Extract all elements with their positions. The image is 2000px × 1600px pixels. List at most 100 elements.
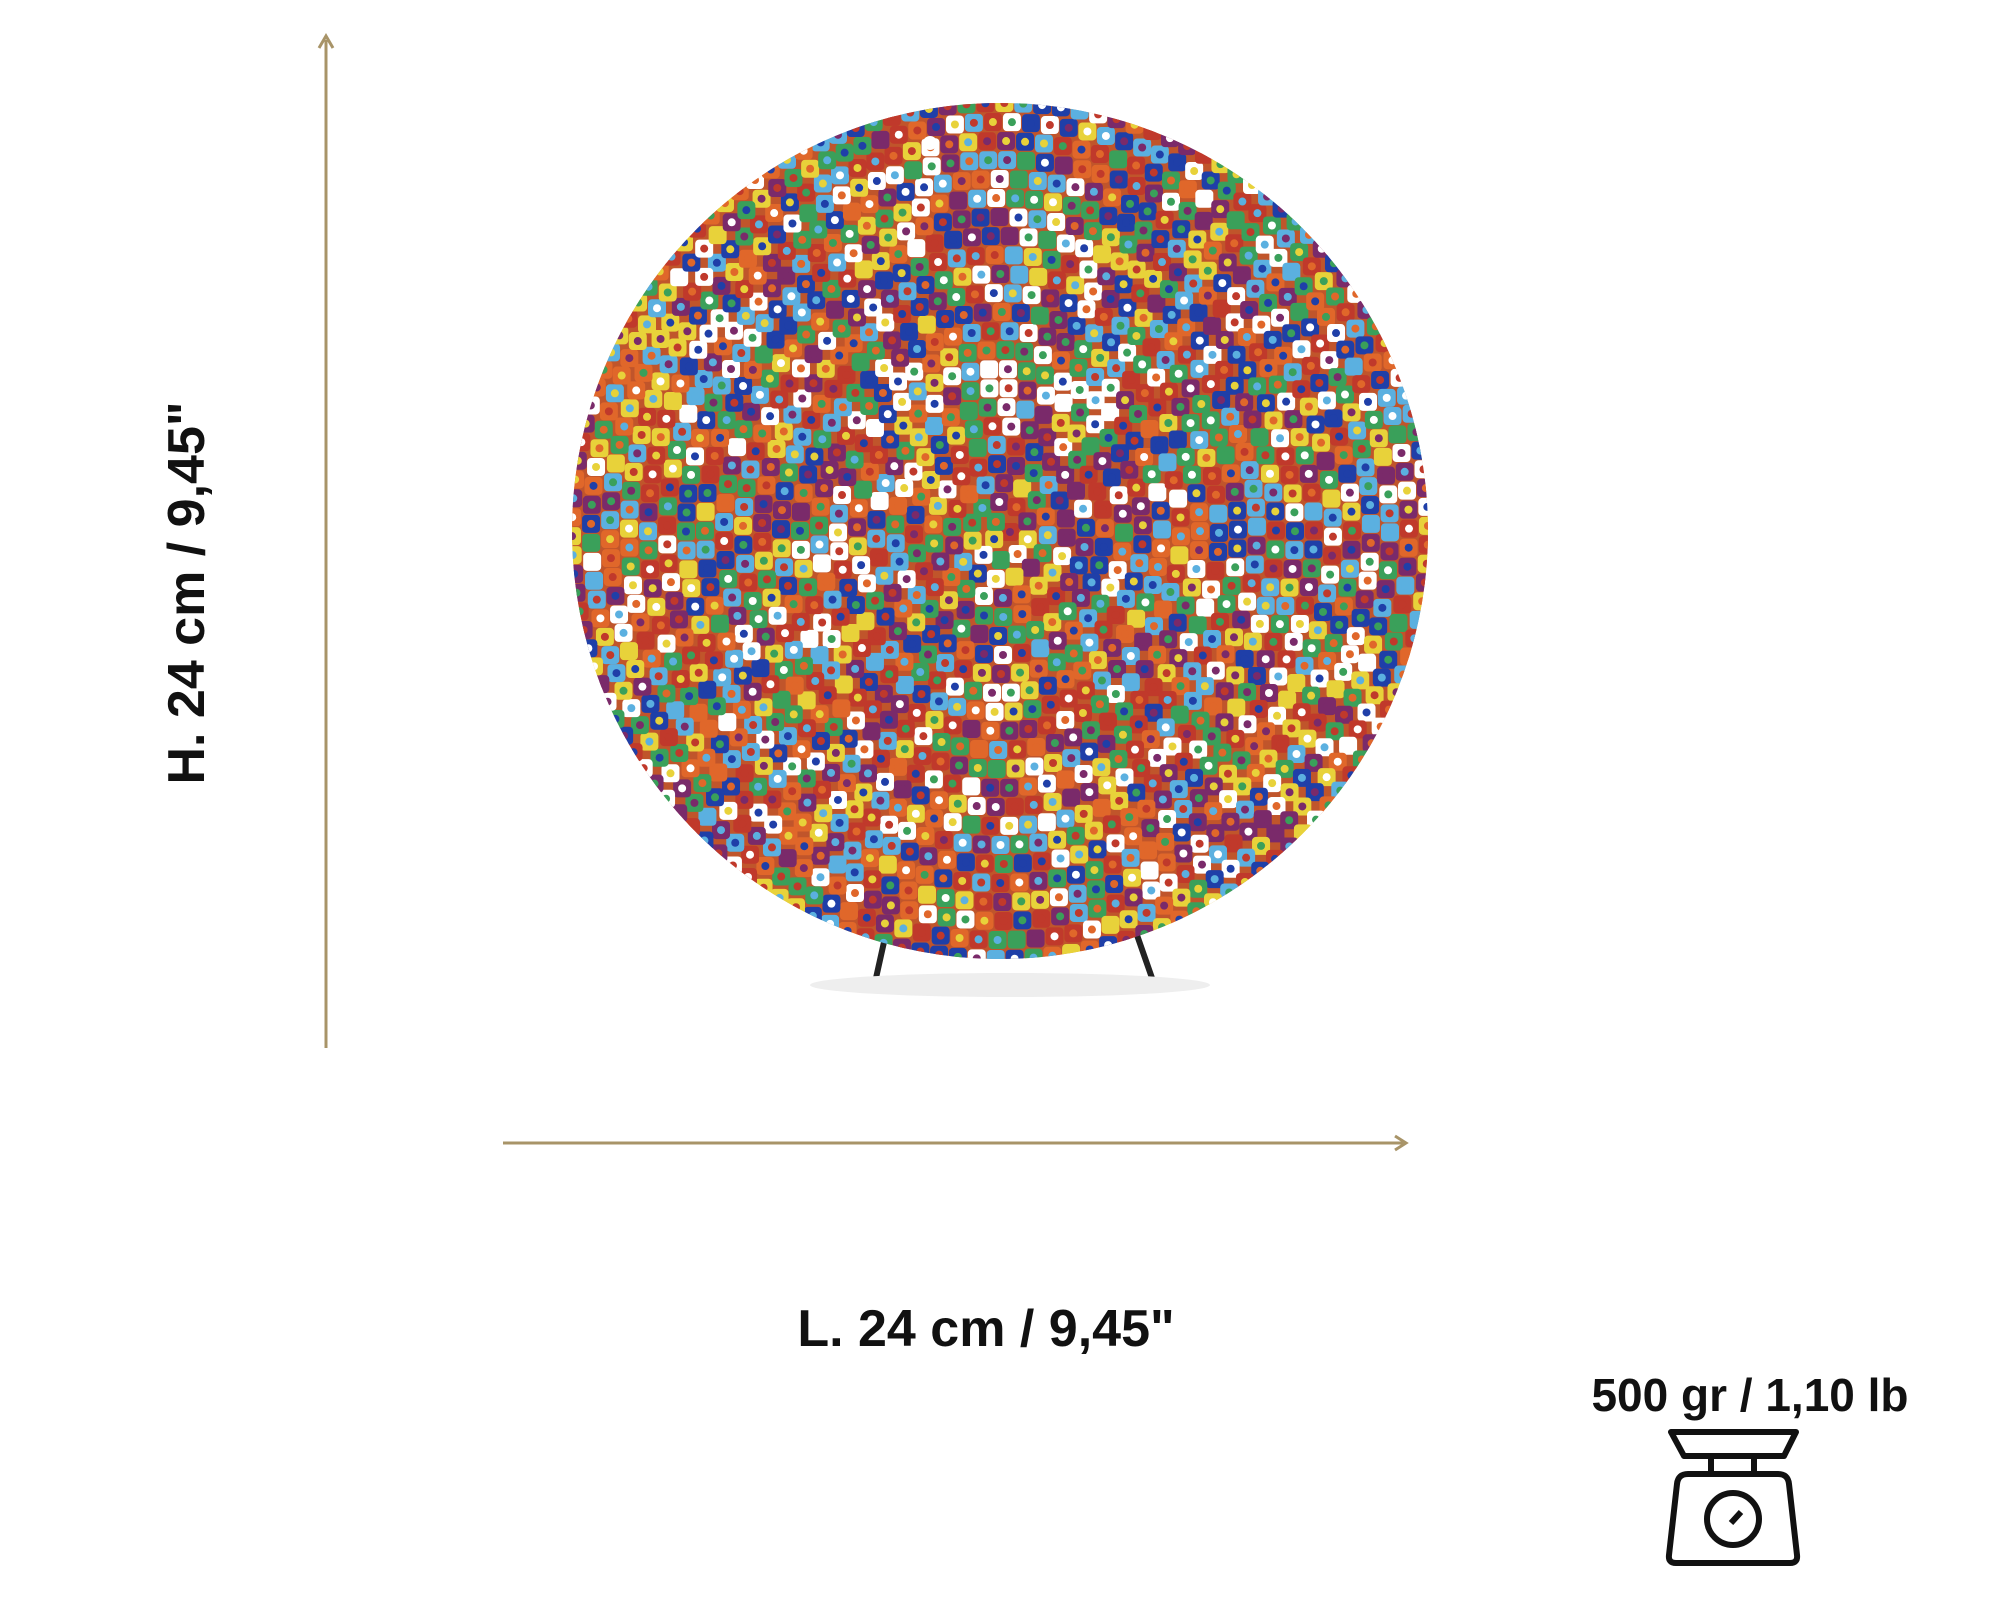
mosaic-flower — [837, 324, 846, 333]
mosaic-flower — [1041, 512, 1050, 521]
mosaic-flower — [1033, 215, 1042, 224]
mosaic-flower — [1335, 620, 1344, 629]
mosaic-flower — [1404, 524, 1413, 533]
mosaic-flower — [592, 462, 601, 471]
mosaic-flower — [1288, 489, 1297, 498]
mosaic-flower — [797, 308, 806, 317]
mosaic-flower — [1258, 264, 1267, 273]
mosaic-flower — [1357, 380, 1366, 389]
mosaic-flower — [1168, 742, 1177, 751]
mosaic-flower — [636, 618, 645, 627]
mosaic-flower — [1269, 637, 1278, 646]
mosaic-flower — [1194, 884, 1203, 893]
mosaic-flower — [983, 403, 992, 412]
mosaic-flower — [1110, 880, 1119, 889]
mosaic-flower — [1229, 839, 1238, 848]
mosaic-flower — [1152, 299, 1161, 308]
mosaic-flower — [1119, 280, 1128, 289]
mosaic-flower — [1071, 831, 1080, 840]
mosaic-flower — [912, 549, 921, 558]
mosaic-flower — [1233, 506, 1242, 515]
mosaic-flower — [948, 392, 957, 401]
mosaic-flower — [1118, 547, 1127, 556]
mosaic-flower — [693, 224, 702, 233]
mosaic-flower — [655, 267, 664, 276]
mosaic-flower — [796, 526, 805, 535]
mosaic-flower — [1261, 655, 1270, 664]
mosaic-flower — [1341, 274, 1350, 283]
mosaic-flower — [972, 802, 981, 811]
mosaic-tile — [1394, 665, 1413, 684]
mosaic-flower — [1030, 195, 1039, 204]
mosaic-flower — [815, 521, 824, 530]
mosaic-flower — [1054, 315, 1063, 324]
mosaic-flower — [1227, 581, 1236, 590]
mosaic-flower — [1328, 513, 1337, 522]
mosaic-flower — [620, 731, 629, 740]
mosaic-flower — [639, 368, 648, 377]
mosaic-flower — [1394, 619, 1403, 628]
mosaic-flower — [894, 762, 903, 771]
mosaic-flower — [606, 535, 615, 544]
mosaic-flower — [703, 564, 712, 573]
mosaic-flower — [1232, 703, 1241, 712]
mosaic-flower — [831, 748, 840, 757]
mosaic-flower — [850, 455, 859, 464]
mosaic-flower — [1324, 801, 1333, 810]
mosaic-flower — [901, 724, 910, 733]
mosaic-flower — [1099, 312, 1108, 321]
mosaic-flower — [644, 282, 653, 291]
mosaic-flower — [849, 339, 858, 348]
mosaic-flower — [1007, 422, 1016, 431]
mosaic-flower — [770, 649, 779, 658]
mosaic-flower — [1340, 390, 1349, 399]
mosaic-flower — [1213, 547, 1222, 556]
mosaic-flower — [1382, 471, 1391, 480]
mosaic-flower — [809, 379, 818, 388]
mosaic-flower — [1059, 161, 1068, 170]
mosaic-flower — [1032, 496, 1041, 505]
mosaic-flower — [1385, 509, 1394, 518]
mosaic-flower — [1059, 398, 1068, 407]
mosaic-flower — [823, 336, 832, 345]
mosaic-flower — [1106, 408, 1115, 417]
mosaic-flower — [1175, 551, 1184, 560]
mosaic-flower — [693, 311, 702, 320]
mosaic-flower — [1190, 773, 1199, 782]
mosaic-flower — [687, 584, 696, 593]
mosaic-flower — [1215, 617, 1224, 626]
mosaic-flower — [1067, 201, 1076, 210]
mosaic-flower — [821, 364, 830, 373]
mosaic-flower — [1251, 503, 1260, 512]
mosaic-flower — [678, 427, 687, 436]
mosaic-flower — [1136, 289, 1145, 298]
mosaic-flower — [1384, 490, 1393, 499]
mosaic-flower — [1317, 438, 1326, 447]
mosaic-flower — [1269, 564, 1278, 573]
mosaic-flower — [810, 452, 819, 461]
mosaic-flower — [708, 358, 717, 367]
mosaic-flower — [1140, 929, 1149, 938]
mosaic-flower — [1285, 816, 1294, 825]
mosaic-flower — [699, 375, 708, 384]
mosaic-flower — [1193, 818, 1202, 827]
mosaic-flower — [1005, 726, 1014, 735]
mosaic-flower — [691, 452, 700, 461]
mosaic-flower — [793, 882, 802, 891]
mosaic-flower — [883, 193, 892, 202]
mosaic-flower — [799, 864, 808, 873]
mosaic-flower — [1218, 748, 1227, 757]
mosaic-flower — [798, 235, 807, 244]
mosaic-flower — [668, 396, 677, 405]
mosaic-flower — [939, 835, 948, 844]
mosaic-flower — [961, 915, 970, 924]
mosaic-flower — [851, 889, 860, 898]
mosaic-flower — [1243, 720, 1252, 729]
mosaic-flower — [1126, 652, 1135, 661]
mosaic-flower — [1220, 335, 1229, 344]
mosaic-flower — [903, 826, 912, 835]
mosaic-flower — [700, 244, 709, 253]
mosaic-flower — [1244, 827, 1253, 836]
mosaic-flower — [887, 112, 896, 121]
mosaic-flower — [1164, 769, 1173, 778]
